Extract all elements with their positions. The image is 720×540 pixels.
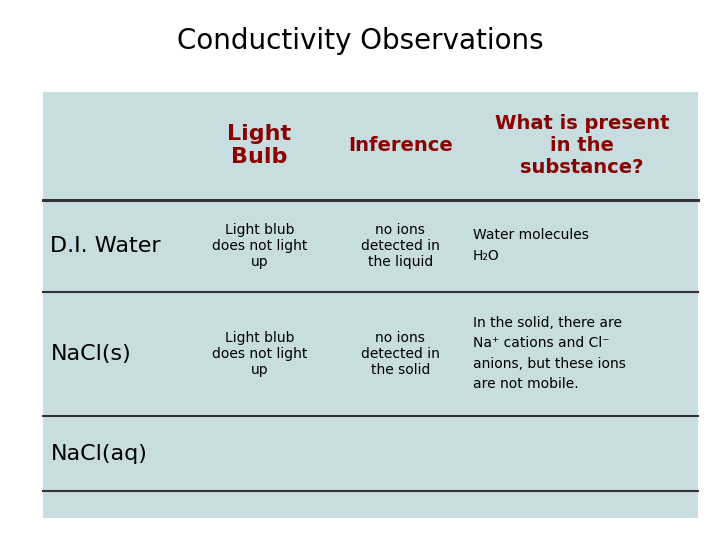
Text: NaCl(aq): NaCl(aq) bbox=[50, 443, 148, 464]
Text: Na⁺ cations and Cl⁻: Na⁺ cations and Cl⁻ bbox=[473, 336, 610, 350]
Text: Water molecules: Water molecules bbox=[473, 228, 589, 242]
FancyBboxPatch shape bbox=[43, 92, 698, 518]
Text: H₂O: H₂O bbox=[473, 249, 500, 263]
Text: anions, but these ions: anions, but these ions bbox=[473, 357, 626, 371]
Text: are not mobile.: are not mobile. bbox=[473, 377, 579, 392]
Text: NaCl(s): NaCl(s) bbox=[50, 343, 131, 364]
Text: Light
Bulb: Light Bulb bbox=[228, 124, 292, 167]
Text: no ions
detected in
the solid: no ions detected in the solid bbox=[361, 330, 440, 377]
Text: Conductivity Observations: Conductivity Observations bbox=[176, 27, 544, 55]
Text: no ions
detected in
the liquid: no ions detected in the liquid bbox=[361, 222, 440, 269]
Text: Light blub
does not light
up: Light blub does not light up bbox=[212, 222, 307, 269]
Text: Light blub
does not light
up: Light blub does not light up bbox=[212, 330, 307, 377]
Text: In the solid, there are: In the solid, there are bbox=[473, 316, 622, 330]
Text: What is present
in the
substance?: What is present in the substance? bbox=[495, 114, 670, 177]
Text: D.I. Water: D.I. Water bbox=[50, 235, 161, 256]
Text: Inference: Inference bbox=[348, 136, 453, 156]
